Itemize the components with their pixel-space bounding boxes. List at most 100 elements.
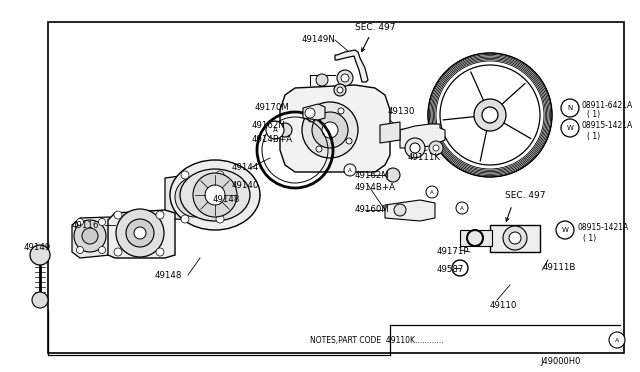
Circle shape [74, 220, 106, 252]
Circle shape [474, 99, 506, 131]
Text: 49162N: 49162N [252, 121, 286, 129]
Polygon shape [108, 210, 175, 258]
Circle shape [216, 171, 224, 179]
Circle shape [302, 102, 358, 158]
Text: N: N [568, 105, 573, 111]
Circle shape [316, 146, 322, 152]
Text: W: W [566, 125, 573, 131]
Circle shape [394, 204, 406, 216]
Circle shape [482, 107, 498, 123]
Polygon shape [380, 122, 400, 143]
Text: SEC. 497: SEC. 497 [355, 23, 396, 32]
Text: 49149N: 49149N [301, 35, 335, 45]
Circle shape [82, 228, 98, 244]
Text: 49587: 49587 [437, 266, 465, 275]
Bar [48, 22, 624, 353]
Circle shape [410, 143, 420, 153]
Polygon shape [460, 230, 492, 246]
Circle shape [433, 145, 439, 151]
Polygon shape [280, 85, 390, 172]
Circle shape [77, 218, 83, 225]
Circle shape [156, 211, 164, 219]
Circle shape [312, 112, 348, 148]
Circle shape [99, 218, 106, 225]
Circle shape [337, 87, 343, 93]
Circle shape [114, 211, 122, 219]
Text: 49140: 49140 [232, 180, 259, 189]
Circle shape [216, 215, 224, 223]
Text: 49162M: 49162M [355, 170, 390, 180]
Text: 49160M: 49160M [355, 205, 390, 215]
Circle shape [126, 219, 154, 247]
Circle shape [338, 108, 344, 114]
Text: 08911-6421A: 08911-6421A [581, 100, 632, 109]
Text: 4914B+A: 4914B+A [355, 183, 396, 192]
Text: 49111K: 49111K [408, 154, 441, 163]
Circle shape [278, 123, 292, 137]
Circle shape [99, 247, 106, 253]
Circle shape [30, 245, 50, 265]
Text: 49130: 49130 [388, 108, 415, 116]
Circle shape [509, 232, 521, 244]
Circle shape [266, 121, 284, 139]
Text: 49148: 49148 [212, 196, 240, 205]
Text: NOTES,PART CODE  49110K............: NOTES,PART CODE 49110K............ [310, 336, 444, 344]
Circle shape [32, 292, 48, 308]
Circle shape [561, 119, 579, 137]
Polygon shape [205, 195, 215, 200]
Ellipse shape [180, 169, 250, 221]
Circle shape [316, 74, 328, 86]
Circle shape [175, 177, 215, 217]
Circle shape [429, 141, 443, 155]
Circle shape [334, 84, 346, 96]
Text: 49110: 49110 [490, 301, 517, 310]
Circle shape [181, 171, 189, 179]
Polygon shape [400, 124, 445, 148]
Text: W: W [561, 227, 568, 233]
Text: 49171P: 49171P [437, 247, 470, 257]
Polygon shape [303, 104, 325, 120]
Polygon shape [72, 217, 110, 258]
Circle shape [114, 248, 122, 256]
Text: 49144: 49144 [232, 164, 259, 173]
Text: 08915-1421A: 08915-1421A [577, 224, 628, 232]
Polygon shape [385, 200, 435, 221]
Circle shape [386, 168, 400, 182]
Text: 49111B: 49111B [543, 263, 577, 273]
Polygon shape [335, 50, 368, 82]
Circle shape [456, 202, 468, 214]
Circle shape [609, 332, 625, 348]
Circle shape [134, 227, 146, 239]
Circle shape [156, 248, 164, 256]
Circle shape [503, 226, 527, 250]
Text: 49148: 49148 [155, 270, 182, 279]
Circle shape [205, 185, 225, 205]
Circle shape [344, 164, 356, 176]
Circle shape [77, 247, 83, 253]
Circle shape [116, 209, 164, 257]
Text: 49149: 49149 [24, 244, 51, 253]
Polygon shape [490, 225, 540, 252]
Circle shape [322, 122, 338, 138]
Text: ( 1): ( 1) [583, 234, 596, 243]
Circle shape [193, 173, 237, 217]
Circle shape [337, 70, 353, 86]
Text: A: A [615, 337, 619, 343]
Text: ( 1): ( 1) [587, 110, 600, 119]
Circle shape [426, 186, 438, 198]
Text: A: A [273, 127, 277, 133]
Text: 08915-1421A: 08915-1421A [581, 122, 632, 131]
Text: 49116: 49116 [72, 221, 99, 230]
Text: A: A [430, 189, 434, 195]
Text: J49000H0: J49000H0 [540, 357, 580, 366]
Circle shape [561, 99, 579, 117]
Text: A: A [460, 205, 464, 211]
Circle shape [308, 116, 314, 122]
Text: 4914B+A: 4914B+A [252, 135, 293, 144]
Circle shape [405, 138, 425, 158]
Circle shape [346, 138, 352, 144]
Circle shape [305, 108, 315, 118]
Text: 49170M: 49170M [255, 103, 290, 112]
Text: ( 1): ( 1) [587, 131, 600, 141]
Text: A: A [348, 167, 352, 173]
